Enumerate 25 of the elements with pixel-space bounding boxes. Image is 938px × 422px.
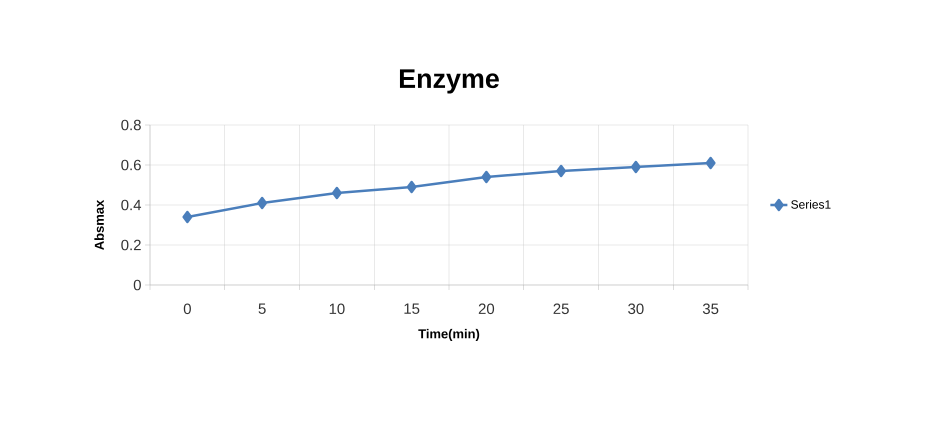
point — [406, 180, 417, 194]
point — [182, 210, 192, 224]
point — [630, 160, 641, 174]
x-tick-label: 30 — [628, 303, 644, 314]
y-axis-title: Absmax — [94, 200, 104, 250]
x-tick-label: 20 — [478, 303, 494, 314]
x-tick-label: 25 — [554, 303, 569, 314]
x-tick-label: 5 — [258, 304, 266, 314]
point — [257, 196, 268, 210]
x-tick-label: 10 — [330, 303, 345, 314]
y-tick-label: 0.6 — [121, 160, 141, 170]
x-tick-label: 35 — [702, 303, 718, 314]
point — [556, 164, 566, 178]
y-tick-label: 0.4 — [121, 200, 142, 210]
legend-label: Series1 — [791, 200, 831, 209]
chart-title: Enzyme — [400, 69, 499, 94]
x-tick-label: 0 — [184, 303, 191, 314]
y-tick-label: 0 — [134, 280, 141, 290]
point — [706, 156, 716, 170]
x-tick-label: 15 — [404, 304, 420, 314]
point — [481, 170, 492, 184]
point — [332, 186, 342, 200]
x-axis-title: Time(min) — [418, 328, 480, 341]
y-tick-label: 0.8 — [121, 120, 141, 130]
y-tick-label: 0.2 — [121, 240, 141, 250]
